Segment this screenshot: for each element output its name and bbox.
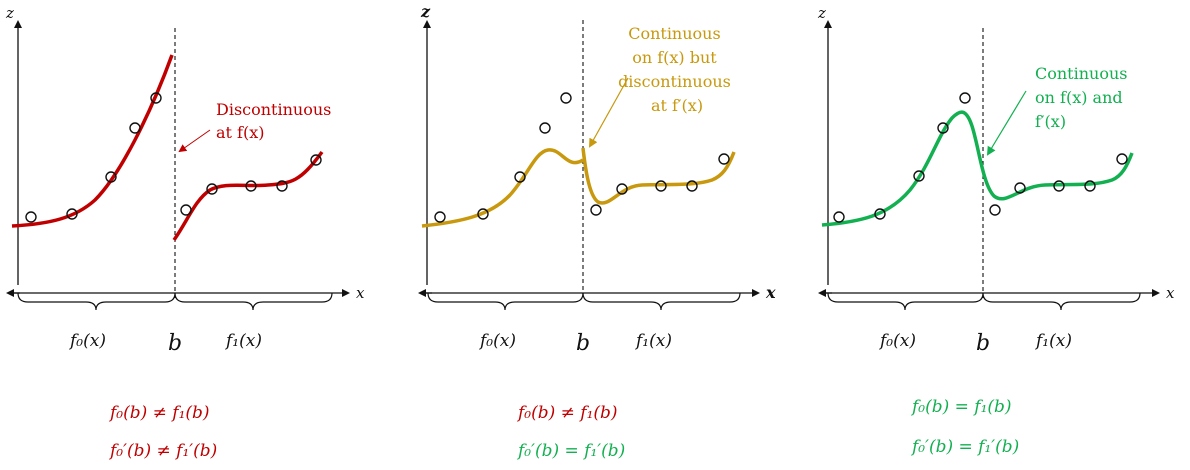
data-point	[1053, 180, 1065, 192]
annotation-line: on f(x) but	[632, 48, 717, 67]
annotation-text: Discontinuous at f(x)	[216, 100, 336, 142]
break-label: b	[576, 331, 590, 356]
segment-label-right: f₁(x)	[224, 331, 262, 351]
data-point	[874, 208, 886, 220]
x-axis-label: x	[356, 284, 365, 302]
z-axis-label: z	[817, 4, 826, 22]
x-axis-label: x	[765, 283, 776, 302]
annotation-line: Discontinuous	[216, 100, 331, 119]
break-label: b	[976, 331, 990, 356]
data-point	[913, 170, 925, 182]
data-point	[276, 180, 288, 192]
data-point	[560, 92, 572, 104]
data-point	[129, 122, 141, 134]
data-points	[434, 92, 730, 223]
data-point	[989, 204, 1001, 216]
z-axis-label: z	[420, 2, 431, 21]
data-point	[1116, 153, 1128, 165]
data-point	[937, 122, 949, 134]
data-point	[66, 208, 78, 220]
annotation-line: Continuous	[1035, 64, 1127, 83]
data-point	[539, 122, 551, 134]
fit-curve-right	[172, 150, 324, 242]
data-point	[718, 153, 730, 165]
segment-label-left: f₀(x)	[68, 331, 106, 351]
annotation-line: Continuous	[628, 24, 720, 43]
data-point	[150, 92, 162, 104]
data-point	[1084, 180, 1096, 192]
segment-label-right: f₁(x)	[1034, 331, 1072, 351]
data-point	[105, 171, 117, 183]
brace-left	[827, 292, 984, 311]
annotation-line: at f′(x)	[651, 96, 703, 115]
data-point	[833, 211, 845, 223]
brace-right	[582, 292, 741, 311]
data-point	[206, 183, 218, 195]
data-point	[616, 183, 628, 195]
data-point	[477, 208, 489, 220]
segment-label-left: f₀(x)	[878, 331, 916, 351]
annotation-arrow	[178, 129, 211, 153]
condition-value: f₀(b) ≠ f₁(b)	[516, 403, 618, 423]
condition-value: f₀(b) = f₁(b)	[910, 397, 1012, 417]
segment-label-right: f₁(x)	[634, 331, 672, 351]
brace-right	[174, 292, 333, 311]
condition-value: f₀(b) ≠ f₁(b)	[108, 403, 210, 423]
fit-curve-left	[421, 148, 584, 228]
annotation-line: on f(x) and	[1035, 88, 1123, 107]
panel-partial-continuity: z x f₀(x) b f₁(x) Continuous on f(x) but	[418, 2, 776, 461]
data-point	[514, 171, 526, 183]
fit-curve-right	[581, 147, 736, 205]
annotation-arrow	[589, 77, 629, 148]
brace-left	[17, 292, 176, 311]
annotation-line: at f(x)	[216, 123, 264, 142]
annotation-line: discontinuous	[618, 72, 731, 91]
annotation-line: f′(x)	[1035, 112, 1066, 131]
annotation-text: Continuous on f(x) but discontinuous at …	[618, 24, 736, 115]
condition-derivative: f₀′(b) = f₁′(b)	[516, 441, 625, 461]
data-point	[655, 180, 667, 192]
break-label: b	[168, 331, 182, 356]
data-point	[1014, 182, 1026, 194]
data-points	[833, 92, 1128, 223]
fit-curve	[821, 110, 1134, 227]
panel-continuous: z x f₀(x) b f₁(x) Continuous on f(x) and	[817, 4, 1175, 457]
brace-right	[982, 292, 1141, 311]
data-point	[25, 211, 37, 223]
brace-left	[427, 292, 584, 311]
panel-discontinuous: z x f₀(x) b f₁(x) Discontinu	[5, 4, 365, 461]
annotation-arrow	[986, 90, 1027, 156]
data-point	[180, 204, 192, 216]
data-point	[434, 211, 446, 223]
condition-derivative: f₀′(b) ≠ f₁′(b)	[108, 441, 217, 461]
data-point	[245, 180, 257, 192]
data-point	[310, 154, 322, 166]
data-point	[686, 180, 698, 192]
fit-curve-left	[11, 54, 174, 228]
data-points	[25, 92, 322, 223]
x-axis-label: x	[1166, 284, 1175, 302]
condition-derivative: f₀′(b) = f₁′(b)	[910, 437, 1019, 457]
z-axis-label: z	[5, 4, 14, 22]
segment-label-left: f₀(x)	[478, 331, 516, 351]
data-point	[590, 204, 602, 216]
data-point	[959, 92, 971, 104]
annotation-text: Continuous on f(x) and f′(x)	[1035, 64, 1133, 131]
